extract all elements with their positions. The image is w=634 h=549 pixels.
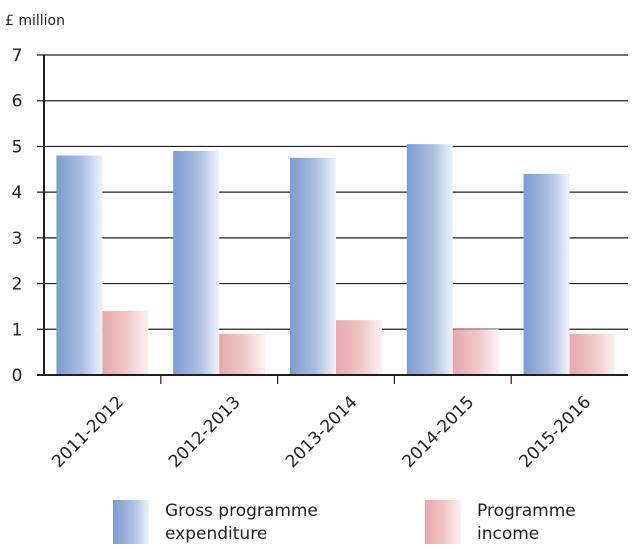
- x-tick-label: 2011-2012: [48, 392, 128, 472]
- bar-gross-programme-expenditure: [56, 155, 103, 375]
- legend-swatch-income: [425, 500, 461, 544]
- bar-programme-income: [102, 311, 149, 375]
- bar-gross-programme-expenditure: [173, 151, 220, 375]
- x-tick-label: 2014-2015: [399, 392, 479, 472]
- legend-label-line-1: Gross programme: [165, 501, 318, 521]
- y-tick-label: 1: [12, 320, 23, 340]
- bar-programme-income: [336, 320, 382, 375]
- y-tick-label: 6: [12, 92, 23, 112]
- legend-label-line-2: expenditure: [165, 524, 268, 544]
- bar-gross-programme-expenditure: [523, 173, 570, 375]
- legend-label-line-1: Programme: [477, 501, 576, 521]
- y-tick-label: 7: [12, 46, 23, 66]
- legend-gross-programme-expenditure: Gross programme expenditure: [113, 500, 345, 546]
- y-tick-label: 2: [12, 275, 23, 295]
- y-unit-label: £ million: [5, 13, 65, 29]
- legend-label-line-2: income: [477, 524, 540, 544]
- legend-programme-income: Programme income: [425, 500, 634, 546]
- legend-swatch-expenditure: [113, 500, 149, 544]
- y-tick-label: 5: [12, 137, 23, 157]
- bar-programme-income: [569, 333, 616, 375]
- x-tick-label: 2013-2014: [282, 392, 362, 472]
- x-tick-label: 2012-2013: [165, 392, 245, 472]
- bar-gross-programme-expenditure: [406, 144, 453, 375]
- bar-programme-income: [452, 329, 499, 375]
- y-tick-label: 0: [12, 366, 23, 386]
- bar-gross-programme-expenditure: [290, 157, 336, 375]
- y-tick-label: 3: [12, 229, 23, 249]
- bar-programme-income: [219, 333, 266, 375]
- y-tick-label: 4: [12, 183, 23, 203]
- x-tick-label: 2015-2016: [515, 392, 595, 472]
